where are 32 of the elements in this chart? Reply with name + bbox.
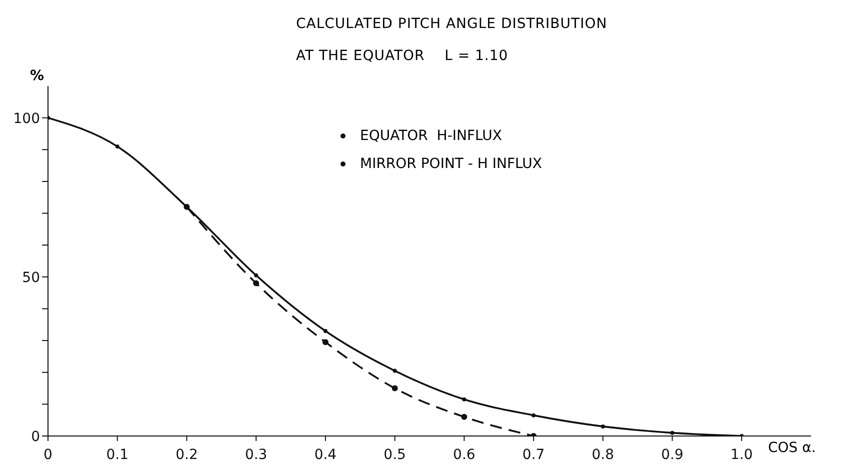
- point: [322, 339, 328, 346]
- point: [600, 424, 605, 428]
- point: [253, 280, 260, 286]
- x-tick-label: 0.1: [106, 446, 128, 463]
- chart-subtitle: AT THE EQUATOR L = 1.10: [296, 48, 508, 64]
- point: [532, 413, 536, 418]
- x-tick-label: 0.2: [176, 446, 198, 463]
- y-tick-label: 50: [22, 270, 40, 286]
- y-tick-label: 100: [13, 110, 40, 127]
- chart-title: CALCULATED PITCH ANGLE DISTRIBUTION: [296, 16, 608, 32]
- x-tick-label: 0: [44, 446, 52, 463]
- legend-label: MIRROR POINT - H INFLUX: [360, 156, 542, 172]
- point: [115, 144, 120, 148]
- point: [670, 430, 674, 435]
- point: [462, 397, 466, 402]
- x-tick-label: 0.6: [453, 446, 476, 463]
- x-tick-label: 0.4: [314, 446, 337, 463]
- x-tick-label: 0.3: [244, 446, 268, 463]
- x-tick-label: 0.9: [661, 446, 684, 463]
- x-axis-title: COS α.: [768, 440, 816, 456]
- point: [254, 273, 258, 278]
- y-axis-title: %: [30, 68, 44, 84]
- legend-label: EQUATOR H-INFLUX: [360, 128, 502, 144]
- x-tick-label: 0.7: [522, 446, 545, 463]
- x-tick-label: 1.0: [730, 446, 753, 463]
- x-tick-label: 0.8: [592, 446, 614, 463]
- point: [392, 385, 398, 392]
- point: [392, 368, 397, 373]
- point: [461, 414, 468, 420]
- point: [323, 329, 328, 333]
- x-tick-label: 0.5: [384, 446, 406, 463]
- y-tick-label: 0: [31, 428, 40, 445]
